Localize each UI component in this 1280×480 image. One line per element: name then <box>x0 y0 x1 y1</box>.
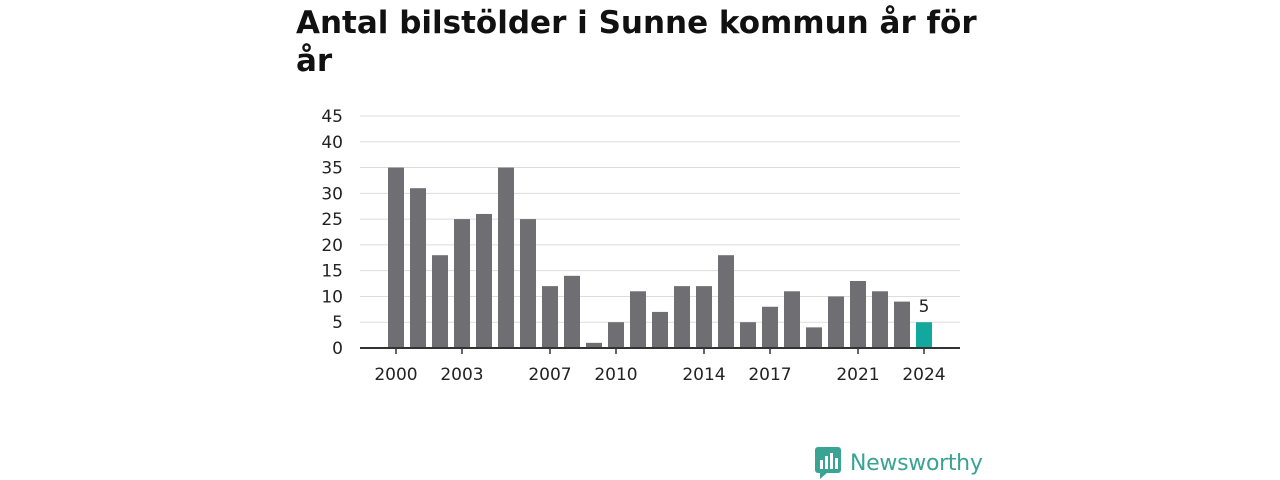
bar-2007 <box>542 286 558 348</box>
bars <box>388 167 932 348</box>
bar-2016 <box>740 322 756 348</box>
newsworthy-logo-icon <box>815 447 841 479</box>
bar-2010 <box>608 322 624 348</box>
y-tick-label-10: 10 <box>321 287 343 307</box>
x-tick-label-2021: 2021 <box>836 365 879 385</box>
chart-title: Antal bilstölder i Sunne kommun år för å… <box>296 5 977 79</box>
bar-2003 <box>454 219 470 348</box>
y-tick-label-25: 25 <box>321 210 343 230</box>
bar-2023 <box>894 301 910 348</box>
newsworthy-logo-text: Newsworthy <box>850 450 983 476</box>
bar-2004 <box>476 213 492 348</box>
y-axis-ticks: 0 5 10 15 20 25 30 35 40 45 <box>321 107 343 359</box>
bar-2012 <box>652 311 668 348</box>
bar-2017 <box>762 306 778 348</box>
bar-2021 <box>850 280 866 348</box>
y-tick-label-35: 35 <box>321 159 343 179</box>
x-tick-label-2024: 2024 <box>902 365 945 385</box>
bar-2001 <box>410 188 426 348</box>
bar-2002 <box>432 255 448 348</box>
y-tick-label-20: 20 <box>321 236 343 256</box>
x-tick-label-2003: 2003 <box>440 365 483 385</box>
bar-2005 <box>498 167 514 348</box>
bar-2020 <box>828 296 844 348</box>
bar-2009 <box>586 342 602 348</box>
bar-2000 <box>388 167 404 348</box>
bar-2006 <box>520 219 536 348</box>
y-tick-label-0: 0 <box>332 339 343 359</box>
bar-2015 <box>718 255 734 348</box>
bar-2019 <box>806 327 822 348</box>
x-tick-label-2017: 2017 <box>748 365 791 385</box>
bar-2014 <box>696 286 712 348</box>
bar-2013 <box>674 286 690 348</box>
x-tick-label-2000: 2000 <box>374 365 417 385</box>
bar-2022 <box>872 291 888 348</box>
x-tick-label-2010: 2010 <box>594 365 637 385</box>
y-tick-label-40: 40 <box>321 133 343 153</box>
bar-2011 <box>630 291 646 348</box>
y-tick-label-5: 5 <box>332 313 343 333</box>
data-label-2024: 5 <box>919 297 930 317</box>
bar-2008 <box>564 275 580 348</box>
y-tick-label-15: 15 <box>321 262 343 282</box>
newsworthy-logo: Newsworthy <box>814 446 983 480</box>
x-axis-ticks: 2000 2003 2007 2010 2014 2017 2021 2024 <box>374 348 946 385</box>
y-tick-label-45: 45 <box>321 107 343 127</box>
data-labels: 5 <box>919 297 930 317</box>
y-tick-label-30: 30 <box>321 184 343 204</box>
x-tick-label-2007: 2007 <box>528 365 571 385</box>
bar-2018 <box>784 291 800 348</box>
bar-2024 <box>916 322 932 348</box>
x-tick-label-2014: 2014 <box>682 365 725 385</box>
grid-lines <box>360 115 960 323</box>
